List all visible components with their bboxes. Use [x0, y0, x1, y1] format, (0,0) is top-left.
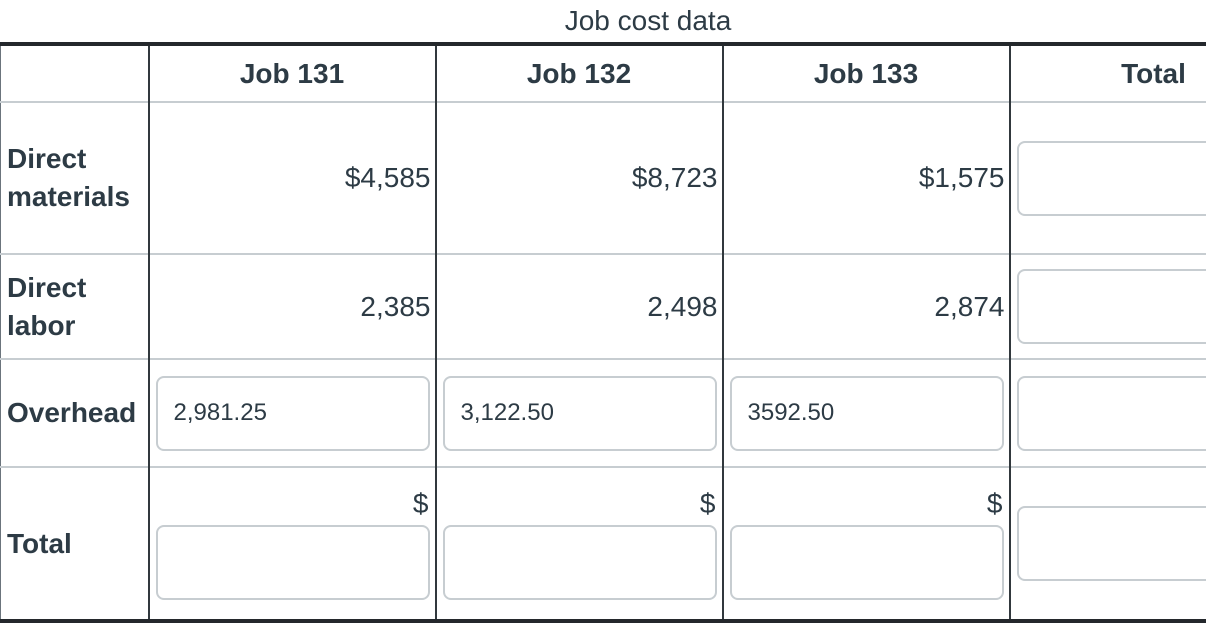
column-header-empty	[0, 44, 149, 102]
overhead-job132-input[interactable]	[442, 375, 717, 451]
direct-labor-job131-value: 2,385	[147, 253, 436, 359]
direct-labor-total-cell	[1008, 253, 1206, 359]
total-total-cell	[1008, 466, 1206, 621]
total-job131-input[interactable]	[155, 524, 430, 600]
row-label-direct-labor: Direct labor	[0, 253, 149, 359]
overhead-job133-input[interactable]	[729, 375, 1004, 451]
total-total-input[interactable]	[1016, 506, 1206, 581]
table-title: Job cost data	[564, 5, 732, 36]
row-label-direct-materials: Direct materials	[0, 101, 149, 254]
currency-symbol: $	[699, 487, 716, 519]
total-job131-cell: $	[147, 466, 436, 621]
table-row-direct-materials: Direct materials $4,585 $8,723 $1,575	[0, 101, 1206, 254]
overhead-job131-cell	[147, 358, 436, 467]
direct-materials-total-cell	[1008, 101, 1206, 254]
table-row-total: Total $ $ $	[0, 466, 1206, 621]
column-header-job132: Job 132	[434, 44, 723, 102]
row-label-total: Total	[0, 466, 149, 621]
total-job133-cell: $	[721, 466, 1010, 621]
overhead-job131-input[interactable]	[155, 375, 430, 451]
direct-materials-job131-value: $4,585	[147, 101, 436, 254]
direct-materials-job133-value: $1,575	[721, 101, 1010, 254]
table-row-direct-labor: Direct labor 2,385 2,498 2,874	[0, 253, 1206, 359]
total-job132-input[interactable]	[442, 524, 717, 600]
job-cost-table: Job 131 Job 132 Job 133 Total Direct mat…	[0, 42, 1206, 623]
column-header-job133: Job 133	[721, 44, 1010, 102]
currency-symbol: $	[986, 487, 1003, 519]
overhead-total-input[interactable]	[1016, 375, 1206, 451]
overhead-total-cell	[1008, 358, 1206, 467]
direct-labor-job132-value: 2,498	[434, 253, 723, 359]
direct-materials-job132-value: $8,723	[434, 101, 723, 254]
direct-materials-total-input[interactable]	[1016, 140, 1206, 216]
direct-labor-total-input[interactable]	[1016, 269, 1206, 344]
header-row: Job 131 Job 132 Job 133 Total	[0, 44, 1206, 102]
overhead-job133-cell	[721, 358, 1010, 467]
overhead-job132-cell	[434, 358, 723, 467]
table-row-overhead: Overhead	[0, 358, 1206, 467]
row-label-overhead: Overhead	[0, 358, 149, 467]
currency-symbol: $	[412, 487, 429, 519]
column-header-total: Total	[1008, 44, 1206, 102]
direct-labor-job133-value: 2,874	[721, 253, 1010, 359]
total-job132-cell: $	[434, 466, 723, 621]
total-job133-input[interactable]	[729, 524, 1004, 600]
column-header-job131: Job 131	[147, 44, 436, 102]
